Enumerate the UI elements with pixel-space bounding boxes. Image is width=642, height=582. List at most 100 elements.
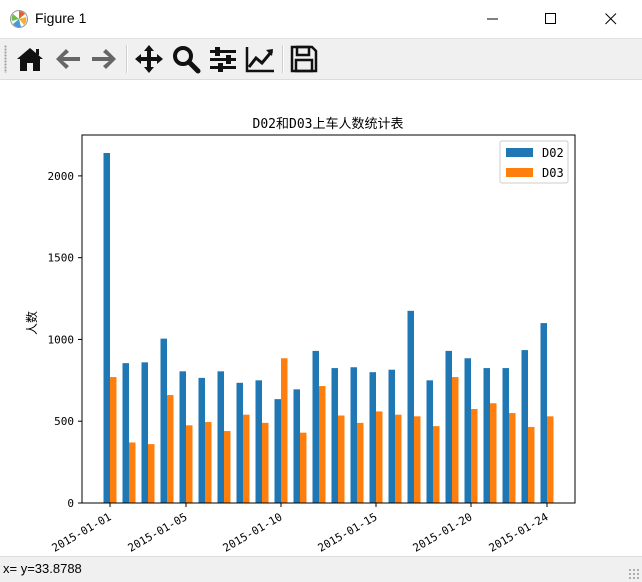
arrow-left-icon <box>56 49 80 69</box>
bar-d03-2015-01-23 <box>528 426 535 503</box>
bar-d02-2015-01-19 <box>445 350 452 503</box>
bar-d03-2015-01-19 <box>452 377 459 503</box>
sliders-icon <box>210 47 236 72</box>
edit-axes-button[interactable] <box>244 43 276 75</box>
bar-d03-2015-01-07 <box>224 431 231 503</box>
chart-title: D02和D03上车人数统计表 <box>253 116 404 132</box>
legend-label-d03: D03 <box>542 166 564 180</box>
bar-d02-2015-01-08 <box>236 382 243 503</box>
bar-d03-2015-01-06 <box>205 422 212 503</box>
bar-d03-2015-01-05 <box>186 425 193 503</box>
bar-d02-2015-01-13 <box>331 368 338 503</box>
legend-label-d02: D02 <box>542 146 564 160</box>
bar-d03-2015-01-16 <box>395 414 402 503</box>
axes-frame <box>81 134 576 504</box>
bar-d02-2015-01-12 <box>312 350 319 503</box>
bar-d02-2015-01-15 <box>369 372 376 503</box>
window-title: Figure 1 <box>35 10 87 26</box>
bar-d02-2015-01-03 <box>141 362 148 503</box>
y-tick-label: 1500 <box>48 252 75 265</box>
bar-d03-2015-01-15 <box>376 411 383 503</box>
bar-d02-2015-01-24 <box>540 323 547 503</box>
bar-d02-2015-01-05 <box>179 371 186 503</box>
home-button[interactable] <box>14 43 46 75</box>
floppy-disk-icon <box>290 45 318 73</box>
bar-d02-2015-01-22 <box>502 368 509 503</box>
maximize-icon <box>545 13 556 24</box>
toolbar-separator <box>126 45 128 73</box>
bar-d02-2015-01-23 <box>521 350 528 503</box>
bar-d03-2015-01-13 <box>338 415 345 503</box>
magnifier-icon <box>173 46 201 74</box>
bar-d02-2015-01-17 <box>407 310 414 503</box>
bar-d03-2015-01-22 <box>509 413 516 503</box>
x-tick-label: 2015-01-05 <box>126 510 190 554</box>
bar-d02-2015-01-01 <box>103 152 110 503</box>
bar-d03-2015-01-10 <box>281 358 288 503</box>
home-icon <box>17 48 43 71</box>
bar-d02-2015-01-02 <box>122 363 129 503</box>
bar-d03-2015-01-04 <box>167 395 174 503</box>
x-tick-label: 2015-01-20 <box>411 510 475 554</box>
bar-d02-2015-01-18 <box>426 380 433 503</box>
bar-d03-2015-01-01 <box>110 377 117 503</box>
bar-d02-2015-01-20 <box>464 358 471 503</box>
bar-d03-2015-01-08 <box>243 414 250 503</box>
maximize-button[interactable] <box>528 0 574 38</box>
subplots-button[interactable] <box>207 43 239 75</box>
y-tick-label: 2000 <box>48 170 75 183</box>
bar-d03-2015-01-17 <box>414 416 421 503</box>
bar-d02-2015-01-14 <box>350 367 357 503</box>
bar-d03-2015-01-09 <box>262 422 269 503</box>
minimize-button[interactable] <box>470 0 516 38</box>
x-tick-label: 2015-01-10 <box>221 510 285 554</box>
bar-chart[interactable]: D02和D03上车人数统计表 人数 0 500 1000 1500 2000 2015-0… <box>0 80 642 557</box>
y-tick-label: 500 <box>54 415 74 428</box>
resize-grip[interactable] <box>628 568 640 580</box>
bar-d03-2015-01-11 <box>300 432 307 503</box>
x-tick-label: 2015-01-01 <box>50 510 114 554</box>
bar-d03-2015-01-20 <box>471 408 478 503</box>
navigation-toolbar <box>0 38 642 79</box>
bar-d02-2015-01-11 <box>293 389 300 503</box>
bar-d02-2015-01-06 <box>198 377 205 503</box>
close-button[interactable] <box>588 0 634 38</box>
status-bar: x= y=33.8788 <box>0 556 642 582</box>
toolbar-grip[interactable] <box>4 45 7 73</box>
save-button[interactable] <box>288 43 320 75</box>
legend: D02 D03 <box>499 140 569 184</box>
bar-d02-2015-01-21 <box>483 368 490 503</box>
figure-canvas[interactable]: D02和D03上车人数统计表 人数 0 500 1000 1500 2000 2015-0… <box>0 79 642 557</box>
coordinate-readout: x= y=33.8788 <box>3 561 82 576</box>
x-tick-label: 2015-01-15 <box>316 510 380 554</box>
bar-d02-2015-01-07 <box>217 371 224 503</box>
y-axis-label: 人数 <box>24 311 39 335</box>
title-bar: Figure 1 <box>0 0 642 38</box>
forward-button[interactable] <box>88 43 120 75</box>
move-icon <box>135 45 163 73</box>
arrow-right-icon <box>92 49 116 69</box>
legend-swatch-d03 <box>506 168 533 177</box>
pan-button[interactable] <box>133 43 165 75</box>
back-button[interactable] <box>52 43 84 75</box>
matplotlib-icon <box>10 10 28 28</box>
bar-d03-2015-01-14 <box>357 422 364 503</box>
bar-d03-2015-01-12 <box>319 386 326 503</box>
close-icon <box>605 13 617 25</box>
bar-d02-2015-01-16 <box>388 369 395 503</box>
bar-d03-2015-01-21 <box>490 403 497 503</box>
bar-d03-2015-01-03 <box>148 444 155 503</box>
zoom-button[interactable] <box>170 43 202 75</box>
x-tick-label: 2015-01-24 <box>487 510 551 555</box>
y-tick-label: 1000 <box>48 333 75 346</box>
bar-d02-2015-01-04 <box>160 338 167 503</box>
bar-d03-2015-01-24 <box>547 416 554 503</box>
legend-swatch-d02 <box>506 148 533 157</box>
bar-d02-2015-01-10 <box>274 399 281 503</box>
bar-d02-2015-01-09 <box>255 380 262 503</box>
y-tick-label: 0 <box>67 497 74 510</box>
line-chart-icon <box>245 47 274 73</box>
bar-d03-2015-01-02 <box>129 442 136 503</box>
bar-d03-2015-01-18 <box>433 426 440 503</box>
minimize-icon <box>487 18 498 20</box>
